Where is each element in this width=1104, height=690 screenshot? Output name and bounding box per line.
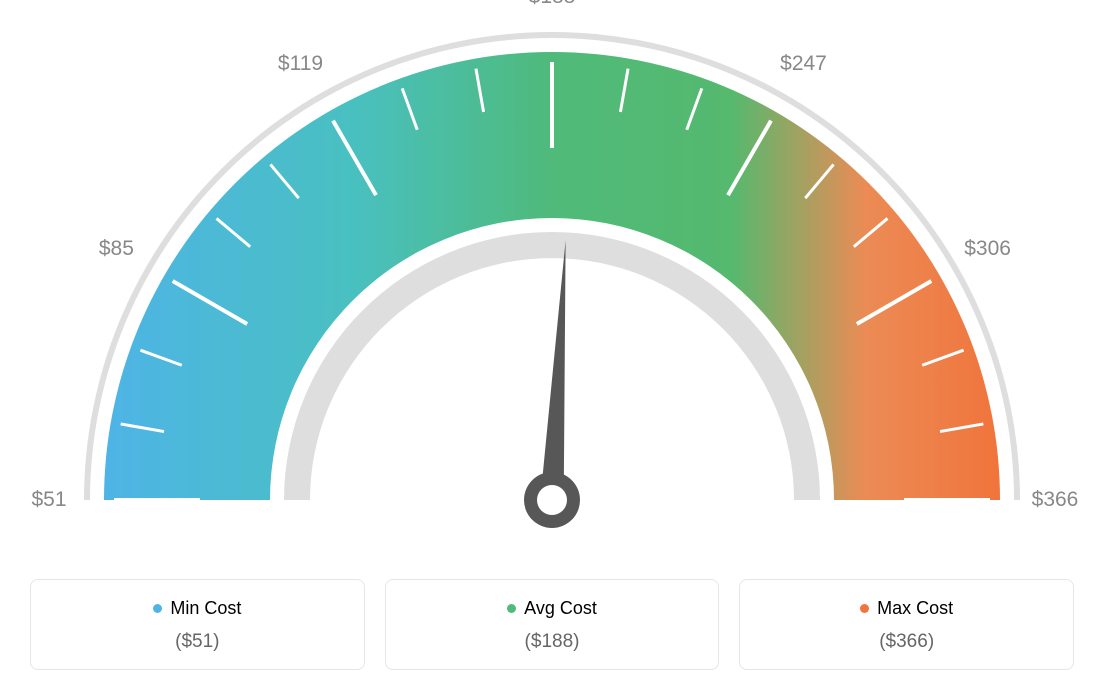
- legend-label-text: Avg Cost: [524, 598, 597, 619]
- dot-icon: [153, 604, 162, 613]
- gauge-chart: $51 $85 $119 $188 $247 $306 $366: [0, 0, 1104, 560]
- gauge-scale-label: $85: [99, 237, 134, 261]
- legend-label-text: Max Cost: [877, 598, 953, 619]
- cost-gauge-container: $51 $85 $119 $188 $247 $306 $366 Min Cost ($51…: [0, 0, 1104, 690]
- gauge-svg: [0, 0, 1104, 560]
- dot-icon: [860, 604, 869, 613]
- legend-value-max: ($366): [750, 631, 1063, 653]
- legend-value-avg: ($188): [396, 631, 709, 653]
- dot-icon: [507, 604, 516, 613]
- gauge-scale-label: $247: [780, 52, 827, 76]
- gauge-scale-label: $366: [1032, 488, 1079, 512]
- gauge-scale-label: $188: [529, 0, 576, 9]
- legend-label-text: Min Cost: [170, 598, 241, 619]
- gauge-scale-label: $51: [31, 488, 66, 512]
- legend-card-max: Max Cost ($366): [739, 579, 1074, 670]
- gauge-scale-label: $119: [278, 52, 323, 76]
- legend-card-min: Min Cost ($51): [30, 579, 365, 670]
- legend-value-min: ($51): [41, 631, 354, 653]
- gauge-scale-label: $306: [964, 237, 1011, 261]
- needle-hub-hole: [537, 485, 567, 515]
- legend-label-avg: Avg Cost: [507, 598, 597, 619]
- legend-label-min: Min Cost: [153, 598, 241, 619]
- legend-row: Min Cost ($51) Avg Cost ($188) Max Cost …: [0, 579, 1104, 670]
- legend-label-max: Max Cost: [860, 598, 953, 619]
- needle: [540, 240, 566, 502]
- legend-card-avg: Avg Cost ($188): [385, 579, 720, 670]
